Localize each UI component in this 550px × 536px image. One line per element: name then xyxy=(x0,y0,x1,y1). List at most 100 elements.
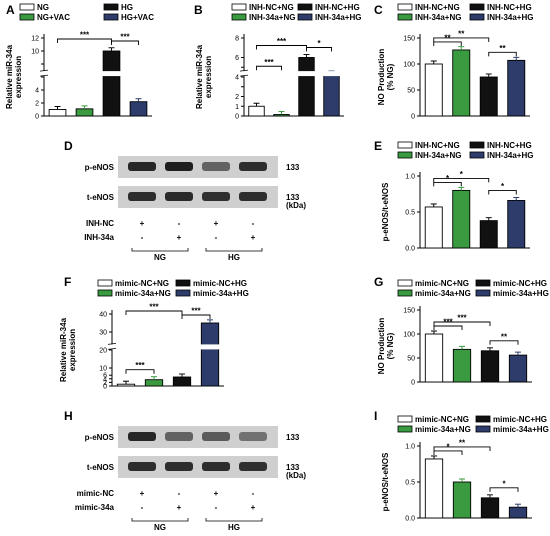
bar-3 xyxy=(172,376,192,387)
y-tick-label: 8 xyxy=(235,36,239,43)
legend: INH-NC+NG INH-NC+HG INH-34a+NG INH-34a+HG xyxy=(231,3,361,22)
molecular-weight: 133 xyxy=(286,433,300,442)
legend-swatch xyxy=(475,415,491,423)
y-tick-label: 50 xyxy=(407,88,415,95)
y-axis-title-line: (% NG) xyxy=(386,332,395,359)
blot-band xyxy=(239,192,267,201)
panel-letter-e: E xyxy=(374,139,382,153)
legend: mimic-NC+NG mimic-NC+HG mimic-34a+NG mimic-… xyxy=(397,279,549,298)
y-axis-title: NO Production(% NG) xyxy=(377,49,395,106)
treatment-label: mimic-NC xyxy=(77,489,115,498)
treatment-sign: + xyxy=(251,233,256,242)
legend-label: mimic-34a+NG xyxy=(415,425,471,434)
legend-label: INH-34a+HG xyxy=(487,151,533,160)
bar-4 xyxy=(129,101,148,117)
sig-bracket xyxy=(433,181,462,187)
y-axis-title-line: p-eNOS/t-eNOS xyxy=(381,182,390,241)
chart-f: mimic-NC+NG mimic-NC+HG mimic-34a+NG mimic-… xyxy=(59,279,249,391)
y-tick-label: 100 xyxy=(403,62,415,69)
blot-row-label: p-eNOS xyxy=(85,163,115,172)
legend-swatch xyxy=(397,289,413,297)
y-axis-title: p-eNOS/t-eNOS xyxy=(381,452,390,511)
bar-2 xyxy=(273,114,290,117)
sig-bracket xyxy=(433,41,462,46)
sig-bracket xyxy=(433,37,490,42)
group-label: HG xyxy=(228,253,240,262)
sig-stars: *** xyxy=(457,314,467,323)
y-tick-label: 12 xyxy=(31,36,39,43)
y-tick-label: 4 xyxy=(35,88,39,95)
bar-4 xyxy=(200,322,220,387)
treatment-label: INH-NC xyxy=(86,219,114,228)
group-bracket xyxy=(131,518,189,522)
sig-bracket xyxy=(433,446,491,451)
axis-break xyxy=(108,344,224,350)
treatment-sign: + xyxy=(251,503,256,512)
sig-stars: ** xyxy=(458,29,465,38)
legend-swatch xyxy=(297,13,313,21)
sig-stars: * xyxy=(502,479,506,488)
y-tick-label: 1.0 xyxy=(405,444,415,451)
sig-bracket xyxy=(433,177,490,183)
sig-stars: *** xyxy=(120,33,130,42)
blot-band xyxy=(202,162,230,171)
molecular-weight: 133 xyxy=(286,193,300,202)
legend-swatch xyxy=(19,3,35,11)
axis-break xyxy=(240,71,344,77)
blot-membrane xyxy=(118,426,278,448)
group-label: NG xyxy=(154,523,166,532)
legend-swatch xyxy=(475,279,491,287)
legend-swatch xyxy=(397,13,413,21)
legend-label: mimic-34a+HG xyxy=(493,289,549,298)
legend-swatch xyxy=(397,415,413,423)
bar-3 xyxy=(298,57,315,117)
bar-1 xyxy=(48,109,67,117)
sig-bracket xyxy=(433,325,463,330)
legend-label: INH-NC+NG xyxy=(249,3,294,12)
legend-label: HG xyxy=(121,3,133,12)
bar-2 xyxy=(144,379,164,387)
axis-break xyxy=(40,71,152,77)
blot-band xyxy=(165,462,193,471)
y-tick-label: 0.0 xyxy=(405,516,415,523)
legend-label: INH-NC+HG xyxy=(487,141,532,150)
legend-label: mimic-34a+NG xyxy=(115,289,171,298)
treatment-sign: - xyxy=(215,233,218,242)
treatment-sign: - xyxy=(252,219,255,228)
treatment-sign: - xyxy=(215,503,218,512)
y-axis-title-line: NO Production xyxy=(377,318,386,375)
blot-band xyxy=(128,462,156,471)
legend-swatch xyxy=(397,141,413,149)
treatment-sign: + xyxy=(214,489,219,498)
y-axis-title-line: (% NG) xyxy=(386,63,395,90)
panel-letter-h: H xyxy=(64,409,73,423)
legend-swatch xyxy=(175,279,191,287)
sig-bracket xyxy=(433,450,463,455)
legend-label: mimic-34a+NG xyxy=(415,289,471,298)
y-tick-label: 150 xyxy=(403,308,415,315)
y-tick-label: 0 xyxy=(35,114,39,121)
legend-swatch xyxy=(397,425,413,433)
legend-swatch xyxy=(397,151,413,159)
break-mark xyxy=(107,348,117,350)
sig-bracket xyxy=(306,47,332,52)
y-tick-label: 0.0 xyxy=(405,246,415,253)
y-tick-label: 4 xyxy=(235,75,239,82)
legend-label: INH-34a+NG xyxy=(249,13,295,22)
blot-band xyxy=(239,162,267,171)
legend-label: mimic-34a+HG xyxy=(493,425,549,434)
sig-stars: ** xyxy=(459,438,466,447)
break-mark xyxy=(107,343,117,345)
sig-stars: ** xyxy=(501,332,508,341)
treatment-label: INH-34a xyxy=(84,233,114,242)
y-tick-label: 6 xyxy=(235,55,239,62)
legend-label: mimic-NC+HG xyxy=(493,279,547,288)
panel-letter-a: A xyxy=(6,3,15,17)
treatment-sign: + xyxy=(214,219,219,228)
legend-swatch xyxy=(475,289,491,297)
y-tick-label: 1.0 xyxy=(405,174,415,181)
blot-membrane xyxy=(118,186,278,208)
